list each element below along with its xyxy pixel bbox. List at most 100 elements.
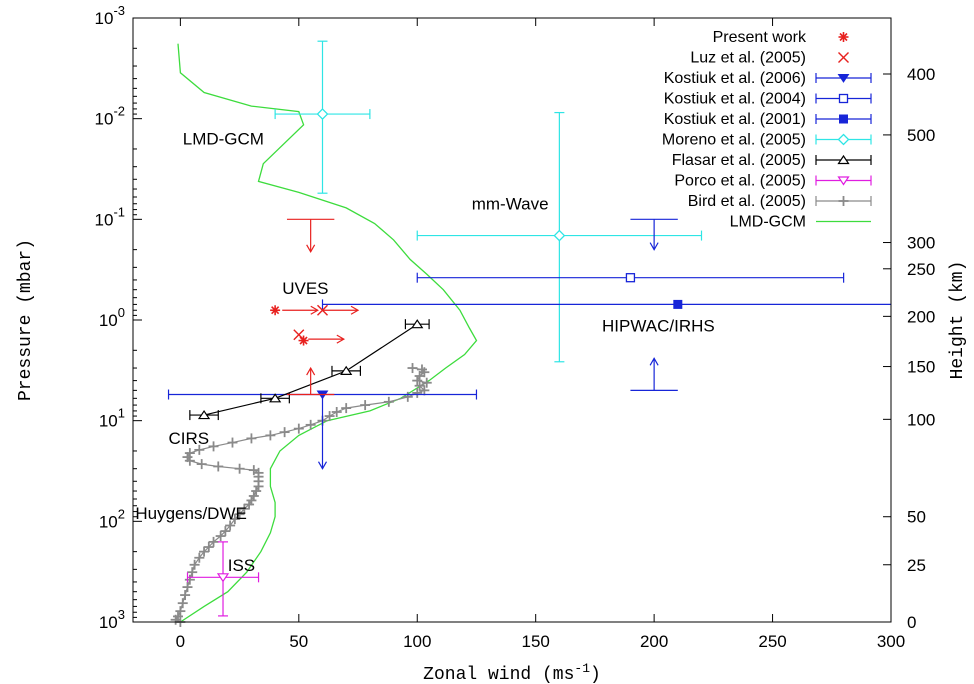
y-tick-exponent: -2 [113, 104, 125, 119]
x-tick-label: 150 [522, 632, 550, 651]
y2-tick-label: 300 [907, 234, 935, 253]
legend-label: Moreno et al. (2005) [662, 132, 806, 149]
tick-marks [133, 17, 892, 623]
kostiuk2001-arrow-head [649, 357, 659, 366]
present-work-point [299, 336, 308, 345]
legend-marker [837, 176, 850, 186]
y2-tick-label: 50 [907, 508, 926, 527]
legend-label: LMD-GCM [730, 214, 806, 231]
y-tick-base: 10 [99, 412, 118, 431]
porco-point [216, 573, 230, 583]
flasar-point [340, 365, 353, 375]
legend-marker [837, 154, 850, 165]
legend-item: Kostiuk et al. (2001) [664, 111, 872, 128]
y-tick-exponent: 1 [118, 406, 125, 421]
annotation-label: HIPWAC/IRHS [602, 316, 715, 335]
luz-point [317, 304, 328, 316]
annotation-label: Huygens/DWE [135, 504, 246, 523]
x-tick-label: 300 [877, 632, 905, 651]
legend-item: Kostiuk et al. (2004) [664, 91, 872, 108]
legend-marker [839, 32, 848, 42]
y-tick-label: 100 [99, 305, 125, 330]
plot-frame [132, 17, 892, 623]
y-tick-base: 10 [95, 210, 114, 229]
y-tick-label: 103 [99, 607, 125, 632]
legend-marker [839, 114, 848, 124]
legend-item: Porco et al. (2005) [674, 173, 872, 190]
annotation-label: UVES [282, 279, 328, 298]
y-tick-label: 101 [99, 406, 125, 431]
y2-tick-label: 200 [907, 307, 935, 326]
y2-tick-label: 100 [907, 410, 935, 429]
x-tick-label: 50 [289, 632, 308, 651]
legend-item: Present work [713, 29, 849, 46]
x-axis-title-tail: ) [590, 665, 601, 684]
legend-marker [837, 74, 850, 83]
y-tick-exponent: -3 [113, 3, 125, 18]
y-tick-base: 10 [95, 9, 114, 28]
y2-tick-label: 250 [907, 260, 935, 279]
axes: 0 50 100 150 200 250 30010-310-210-11001011021… [95, 3, 936, 651]
legend-marker [837, 133, 850, 146]
present-work-arrow-head [310, 305, 319, 315]
y2-axis-title: Height (km) [948, 261, 968, 380]
kostiuk2006-arrow-head [317, 461, 328, 470]
legend-item: Moreno et al. (2005) [662, 132, 872, 149]
present-work-point [271, 306, 280, 315]
y-tick-base: 10 [99, 512, 118, 531]
present-work-arrow-head [306, 366, 316, 376]
y-tick-base: 10 [99, 613, 118, 632]
x-tick-label: 0 [176, 632, 185, 651]
annotation-label: mm-Wave [472, 195, 549, 214]
y-tick-label: 102 [99, 506, 125, 531]
y2-tick-label: 0 [907, 613, 916, 632]
y-tick-label: 10-2 [95, 104, 125, 129]
y-tick-label: 10-1 [95, 204, 125, 229]
x-axis-title-superscript: -1 [574, 661, 590, 676]
annotations: LMD-GCM mm-Wave UVES HIPWAC/IRHS CIRS Huygens… [135, 129, 714, 574]
y-tick-exponent: 3 [118, 607, 125, 622]
moreno-point [553, 229, 566, 242]
x-tick-label: 250 [758, 632, 786, 651]
annotation-label: CIRS [169, 429, 210, 448]
legend-label: Bird et al. (2005) [688, 193, 806, 210]
y-tick-exponent: -1 [113, 204, 125, 219]
x-tick-label: 200 [640, 632, 668, 651]
y2-tick-label: 25 [907, 556, 926, 575]
flasar-point [269, 393, 282, 403]
x-tick-label: 100 [403, 632, 431, 651]
present-work-arrow-head [350, 305, 360, 315]
legend-marker [838, 93, 849, 104]
flasar-point [197, 409, 211, 420]
x-axis-title: Zonal wind (ms-1) [423, 661, 601, 684]
y2-tick-label: 400 [907, 65, 935, 84]
present-work-arrow-head [336, 334, 346, 344]
legend-item: Luz et al. (2005) [690, 50, 849, 67]
y-axis-title: Pressure (mbar) [16, 239, 36, 401]
legend-label: Flasar et al. (2005) [672, 152, 806, 169]
annotation-label: LMD-GCM [183, 129, 264, 148]
kostiuk2004-point [625, 273, 636, 283]
legend-item: Flasar et al. (2005) [672, 152, 872, 169]
legend-label: Porco et al. (2005) [674, 173, 806, 190]
kostiuk2001-point [673, 299, 683, 309]
legend-label: Kostiuk et al. (2004) [664, 91, 806, 108]
y-tick-label: 10-3 [95, 3, 125, 28]
legend-label: Present work [713, 29, 807, 46]
y-tick-exponent: 2 [118, 506, 125, 521]
legend-marker [838, 52, 849, 63]
y-tick-base: 10 [99, 311, 118, 330]
present-work-arrow-head [306, 244, 316, 253]
moreno-point [316, 108, 329, 120]
lmd-gcm-line [177, 43, 478, 623]
kostiuk2001-arrow-head [649, 242, 659, 251]
flasar-point [411, 319, 424, 329]
luz-point [293, 329, 305, 341]
legend-item: Bird et al. (2005) [688, 193, 872, 210]
y2-tick-label: 500 [907, 126, 935, 145]
data-layer [167, 40, 891, 627]
legend: Present work Luz et al. (2005) Kostiuk et … [662, 29, 872, 231]
legend-label: Luz et al. (2005) [690, 50, 806, 67]
y-tick-base: 10 [95, 110, 114, 129]
y2-tick-label: 150 [907, 358, 935, 377]
